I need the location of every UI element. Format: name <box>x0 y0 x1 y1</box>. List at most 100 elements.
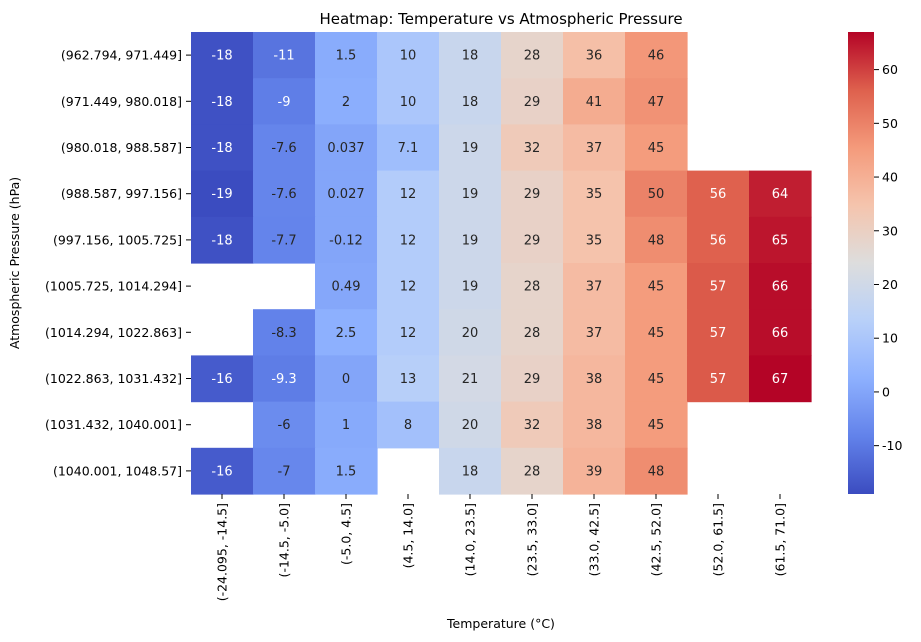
heatmap-cell <box>687 216 750 264</box>
heatmap-cell <box>191 170 254 218</box>
cell-value-label: 29 <box>524 233 541 248</box>
heatmap-cell <box>253 309 316 356</box>
heatmap-cell <box>315 32 378 79</box>
cell-value-label: 28 <box>524 326 541 341</box>
heatmap-cell <box>501 32 564 79</box>
heatmap-cell <box>253 170 316 218</box>
heatmap-cell <box>501 124 564 172</box>
cell-value-label: 2.5 <box>336 326 357 341</box>
heatmap-cell <box>191 216 254 264</box>
heatmap-cell <box>625 355 688 403</box>
cell-value-label: 19 <box>462 187 479 202</box>
heatmap-cell <box>253 355 316 403</box>
heatmap-cell <box>625 401 688 449</box>
heatmap-cell <box>749 263 812 310</box>
cell-value-label: 57 <box>710 280 727 295</box>
cell-value-label: 1.5 <box>336 464 357 479</box>
cell-value-label: 28 <box>524 49 541 64</box>
heatmap-cell <box>501 78 564 125</box>
heatmap-cell <box>625 170 688 218</box>
cell-value-label: 48 <box>648 233 665 248</box>
cell-value-label: 37 <box>586 141 603 156</box>
colorbar-tick-label: 50 <box>882 116 898 131</box>
cell-value-label: 29 <box>524 95 541 110</box>
colorbar-tick-label: 40 <box>882 170 898 185</box>
heatmap-cell <box>749 170 812 218</box>
heatmap-cell <box>253 401 316 449</box>
cell-value-label: 12 <box>400 326 417 341</box>
cell-value-label: 8 <box>404 418 412 433</box>
cell-value-label: 66 <box>772 280 789 295</box>
colorbar <box>848 32 874 494</box>
heatmap-cell <box>749 216 812 264</box>
cell-value-label: 10 <box>400 95 417 110</box>
heatmap-cell <box>253 447 316 495</box>
heatmap-cell <box>315 401 378 449</box>
y-tick-label: (1022.863, 1031.432] <box>45 371 182 386</box>
cell-value-label: 45 <box>648 326 665 341</box>
heatmap-cell <box>439 216 502 264</box>
y-tick-label: (1005.725, 1014.294] <box>45 279 182 294</box>
colorbar-ticks: -10 0 10 20 30 40 50 60 <box>874 62 902 453</box>
cell-value-label: 45 <box>648 372 665 387</box>
cell-value-label: 50 <box>648 187 665 202</box>
heatmap-cell <box>377 401 440 449</box>
cell-value-label: 66 <box>772 326 789 341</box>
heatmap-cell <box>191 447 254 495</box>
cell-value-label: 32 <box>524 141 541 156</box>
cell-value-label: 19 <box>462 141 479 156</box>
heatmap-cell <box>315 447 378 495</box>
heatmap-cell <box>253 78 316 125</box>
heatmap-cell <box>315 78 378 125</box>
x-axis-label: Temperature (°C) <box>446 616 555 631</box>
cell-value-label: -7.6 <box>271 141 296 156</box>
heatmap-cell <box>377 263 440 310</box>
cell-value-label: -11 <box>273 49 294 64</box>
heatmap-cell <box>563 124 626 172</box>
x-tick-label: (-24.095, -14.5] <box>215 503 230 601</box>
heatmap-cell <box>687 263 750 310</box>
cell-value-label: 56 <box>710 233 727 248</box>
colorbar-tick-label: -10 <box>882 438 902 453</box>
cell-value-label: 10 <box>400 49 417 64</box>
cell-value-label: 18 <box>462 464 479 479</box>
cell-value-label: 0 <box>342 372 350 387</box>
heatmap-cell <box>439 32 502 79</box>
heatmap-cell <box>315 309 378 356</box>
cell-value-label: 19 <box>462 233 479 248</box>
x-tick-label: (-14.5, -5.0] <box>277 503 292 577</box>
heatmap-cell <box>315 170 378 218</box>
cell-value-label: 28 <box>524 464 541 479</box>
heatmap-cell <box>625 32 688 79</box>
heatmap-cell <box>563 355 626 403</box>
cell-value-label: -18 <box>211 49 232 64</box>
cell-value-label: 29 <box>524 372 541 387</box>
cell-value-label: 2 <box>342 95 350 110</box>
cell-value-label: 12 <box>400 187 417 202</box>
cell-value-label: 41 <box>586 95 603 110</box>
heatmap-cell <box>563 309 626 356</box>
y-tick-label: (988.587, 997.156] <box>61 186 182 201</box>
cell-value-label: -9.3 <box>271 372 296 387</box>
heatmap-cell <box>253 32 316 79</box>
heatmap-cell <box>377 170 440 218</box>
heatmap-cell <box>501 263 564 310</box>
heatmap-cell <box>377 78 440 125</box>
heatmap-cell <box>563 447 626 495</box>
heatmap-cell <box>625 78 688 125</box>
cell-value-label: 65 <box>772 233 789 248</box>
cell-value-label: 20 <box>462 418 479 433</box>
cell-value-label: 37 <box>586 326 603 341</box>
cell-value-label: 12 <box>400 233 417 248</box>
cell-value-label: 28 <box>524 280 541 295</box>
colorbar-tick-label: 20 <box>882 277 898 292</box>
y-axis-label: Atmospheric Pressure (hPa) <box>7 177 22 349</box>
cell-value-label: 0.49 <box>332 280 361 295</box>
heatmap-cell <box>563 78 626 125</box>
cell-value-label: 48 <box>648 464 665 479</box>
heatmap-cell <box>687 355 750 403</box>
cell-value-label: 35 <box>586 187 603 202</box>
heatmap-cell <box>377 32 440 79</box>
cell-value-label: 45 <box>648 418 665 433</box>
cell-value-label: 47 <box>648 95 665 110</box>
